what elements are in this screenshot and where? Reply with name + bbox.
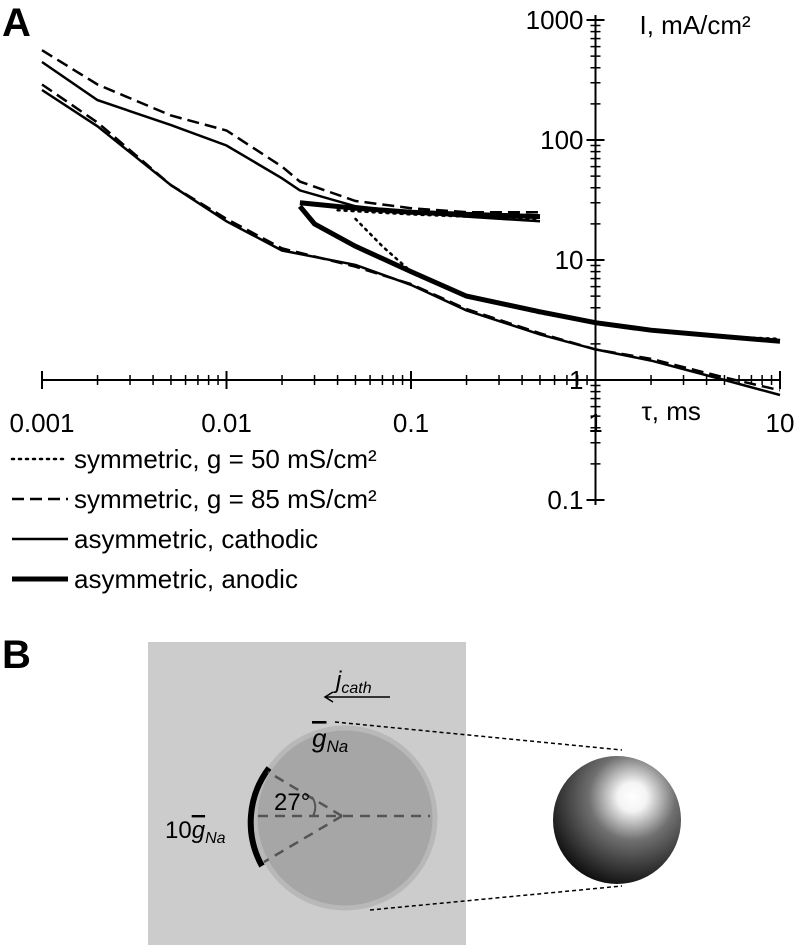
series-line [41, 88, 781, 397]
legend-label: symmetric, g = 50 mS/cm² [74, 444, 377, 474]
x-tick-label: 10 [766, 408, 795, 438]
chart: 0.001 0.01 0.1 1 10 0.1 1 10 100 1000 I, mA/cm² τ, … [9, 5, 794, 515]
subscript: cath [341, 680, 371, 697]
x-tick-label: 1 [588, 408, 602, 438]
cell-circle [252, 725, 438, 911]
symbol: g [312, 723, 327, 753]
legend-label: asymmetric, cathodic [74, 524, 318, 554]
x-tick-label: 0.01 [201, 408, 252, 438]
conductance-label: gNa [312, 723, 348, 756]
angle-lines [258, 770, 430, 864]
x-axis-label: τ, ms [642, 396, 701, 426]
y-tick-label: 1 [569, 365, 583, 395]
y-axis-label: I, mA/cm² [640, 10, 752, 40]
series-line [41, 83, 781, 392]
series-line [297, 204, 781, 344]
high-conductance-arc [247, 766, 272, 868]
angle-arc [311, 796, 317, 817]
legend: symmetric, g = 50 mS/cm² symmetric, g = 8… [10, 444, 377, 594]
panel-label: A [2, 1, 31, 45]
panel-label: B [2, 633, 31, 677]
sphere [553, 756, 681, 884]
x-tick-label: 0.1 [393, 408, 429, 438]
legend-label: asymmetric, anodic [74, 564, 298, 594]
y-tick-label: 10 [555, 245, 584, 275]
series-line [299, 200, 541, 220]
legend-label: symmetric, g = 85 mS/cm² [74, 484, 377, 514]
y-tick-label: 100 [540, 125, 583, 155]
y-tick-label: 1000 [526, 5, 584, 35]
zoom-lines [334, 721, 623, 911]
symbol: j [333, 667, 342, 694]
x-tick-label: 0.001 [9, 408, 74, 438]
symbol: g [192, 817, 206, 844]
current-arrow [323, 691, 390, 703]
subscript: Na [205, 830, 226, 847]
series-line [41, 49, 540, 214]
series-line [336, 208, 542, 221]
subscript: Na [326, 737, 348, 756]
angle-label: 27° [274, 789, 310, 816]
high-conductance-label: 10gNa [165, 817, 226, 847]
current-label: jcath [333, 667, 372, 697]
prefix: 10 [165, 817, 192, 844]
series-line [354, 217, 782, 341]
y-tick-label: 0.1 [547, 485, 583, 515]
